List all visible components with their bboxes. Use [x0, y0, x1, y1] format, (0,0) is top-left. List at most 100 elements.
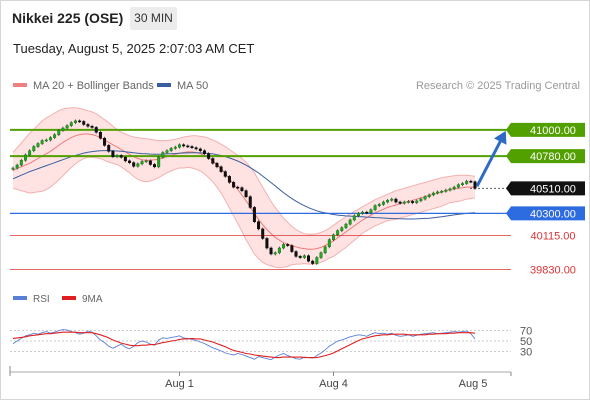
timeframe-badge[interactable]: 30 MIN	[130, 7, 177, 30]
candle-up	[461, 183, 465, 185]
candle-down	[148, 160, 152, 165]
legend-item-bollinger: MA 20 + Bollinger Bands	[13, 80, 154, 92]
candle-up	[28, 150, 32, 156]
candle-down	[227, 176, 231, 183]
bollinger-band	[13, 107, 475, 268]
candle-up	[69, 122, 73, 126]
candle-up	[373, 205, 377, 211]
candle-up	[465, 180, 469, 184]
candle-up	[415, 200, 419, 203]
level-box-40780.00	[506, 149, 585, 164]
candle-down	[365, 211, 369, 214]
candle-up	[32, 146, 36, 151]
level-label-40300.00: 40300.00	[530, 208, 576, 220]
candle-up	[15, 164, 19, 169]
candle-down	[240, 187, 244, 191]
x-tick-label: Aug 4	[319, 378, 348, 390]
candle-down	[186, 145, 190, 148]
candle-up	[165, 150, 169, 153]
rsi-tick-30: 30	[520, 346, 532, 358]
candle-down	[298, 256, 302, 258]
candle-down	[107, 145, 111, 152]
candle-down	[294, 251, 298, 257]
candle-down	[223, 171, 227, 177]
candle-up	[169, 148, 173, 151]
candle-up	[177, 144, 181, 148]
candle-down	[261, 228, 265, 239]
candle-down	[215, 163, 219, 168]
candle-up	[140, 161, 144, 165]
candle-up	[440, 191, 444, 193]
candle-down	[132, 162, 136, 167]
candle-up	[348, 219, 352, 225]
candle-down	[257, 221, 261, 230]
candle-up	[448, 188, 452, 191]
research-credit: Research © 2025 Trading Central	[415, 80, 580, 92]
candle-down	[90, 126, 94, 128]
candle-up	[136, 163, 140, 167]
candle-down	[198, 148, 202, 151]
candle-down	[252, 207, 256, 222]
level-box-41000.00	[506, 122, 585, 137]
candle-up	[319, 252, 323, 258]
candle-up	[73, 120, 77, 123]
level-box-40510.00	[506, 181, 585, 196]
candle-up	[40, 140, 44, 144]
candle-down	[286, 244, 290, 246]
rsi-legend-label-9MA: 9MA	[82, 294, 103, 305]
candle-up	[340, 227, 344, 231]
candle-up	[352, 215, 356, 221]
candle-up	[361, 211, 365, 214]
candle-up	[402, 201, 406, 204]
level-label-39830.00: 39830.00	[530, 264, 576, 276]
candle-down	[244, 190, 248, 197]
candle-up	[356, 213, 360, 217]
candle-down	[269, 247, 273, 255]
candle-up	[377, 204, 381, 206]
candle-up	[386, 200, 390, 203]
candle-up	[456, 184, 460, 188]
candle-down	[473, 181, 477, 189]
candle-down	[190, 146, 194, 148]
candle-down	[78, 120, 82, 123]
candle-down	[128, 160, 132, 163]
rsi-tick-50: 50	[520, 336, 532, 348]
candle-up	[115, 155, 119, 157]
candle-down	[265, 238, 269, 249]
candle-up	[11, 167, 15, 170]
timestamp: Tuesday, August 5, 2025 2:07:03 AM CET	[13, 41, 255, 56]
candle-up	[57, 130, 61, 135]
candle-up	[48, 137, 52, 141]
candle-down	[211, 158, 215, 164]
candle-down	[103, 137, 107, 146]
candle-up	[436, 191, 440, 194]
candle-down	[290, 245, 294, 252]
candle-up	[331, 234, 335, 240]
candle-down	[111, 151, 115, 157]
rsi-tick-70: 70	[520, 326, 532, 338]
candle-up	[61, 127, 65, 131]
rsi-legend-label-RSI: RSI	[33, 294, 50, 305]
candle-down	[98, 131, 102, 139]
candle-up	[315, 257, 319, 264]
candle-up	[273, 252, 277, 255]
level-label-40510.00: 40510.00	[530, 183, 576, 195]
candle-down	[398, 201, 402, 204]
candle-up	[431, 192, 435, 196]
candle-down	[236, 186, 240, 189]
candle-down	[219, 166, 223, 172]
legend-swatch-bollinger	[13, 83, 27, 88]
candle-up	[423, 196, 427, 200]
candle-up	[381, 201, 385, 205]
candle-up	[282, 244, 286, 249]
ma50-line	[12, 150, 476, 220]
legend-label-bollinger: MA 20 + Bollinger Bands	[33, 80, 154, 92]
rsi-legend-swatch-RSI	[13, 296, 27, 300]
rsi-legend-swatch-9MA	[62, 296, 76, 300]
level-box-40300.00	[506, 206, 585, 221]
candle-up	[161, 152, 165, 158]
x-tick-label: Aug 1	[165, 378, 194, 390]
candle-up	[19, 160, 23, 166]
candle-up	[302, 255, 306, 258]
